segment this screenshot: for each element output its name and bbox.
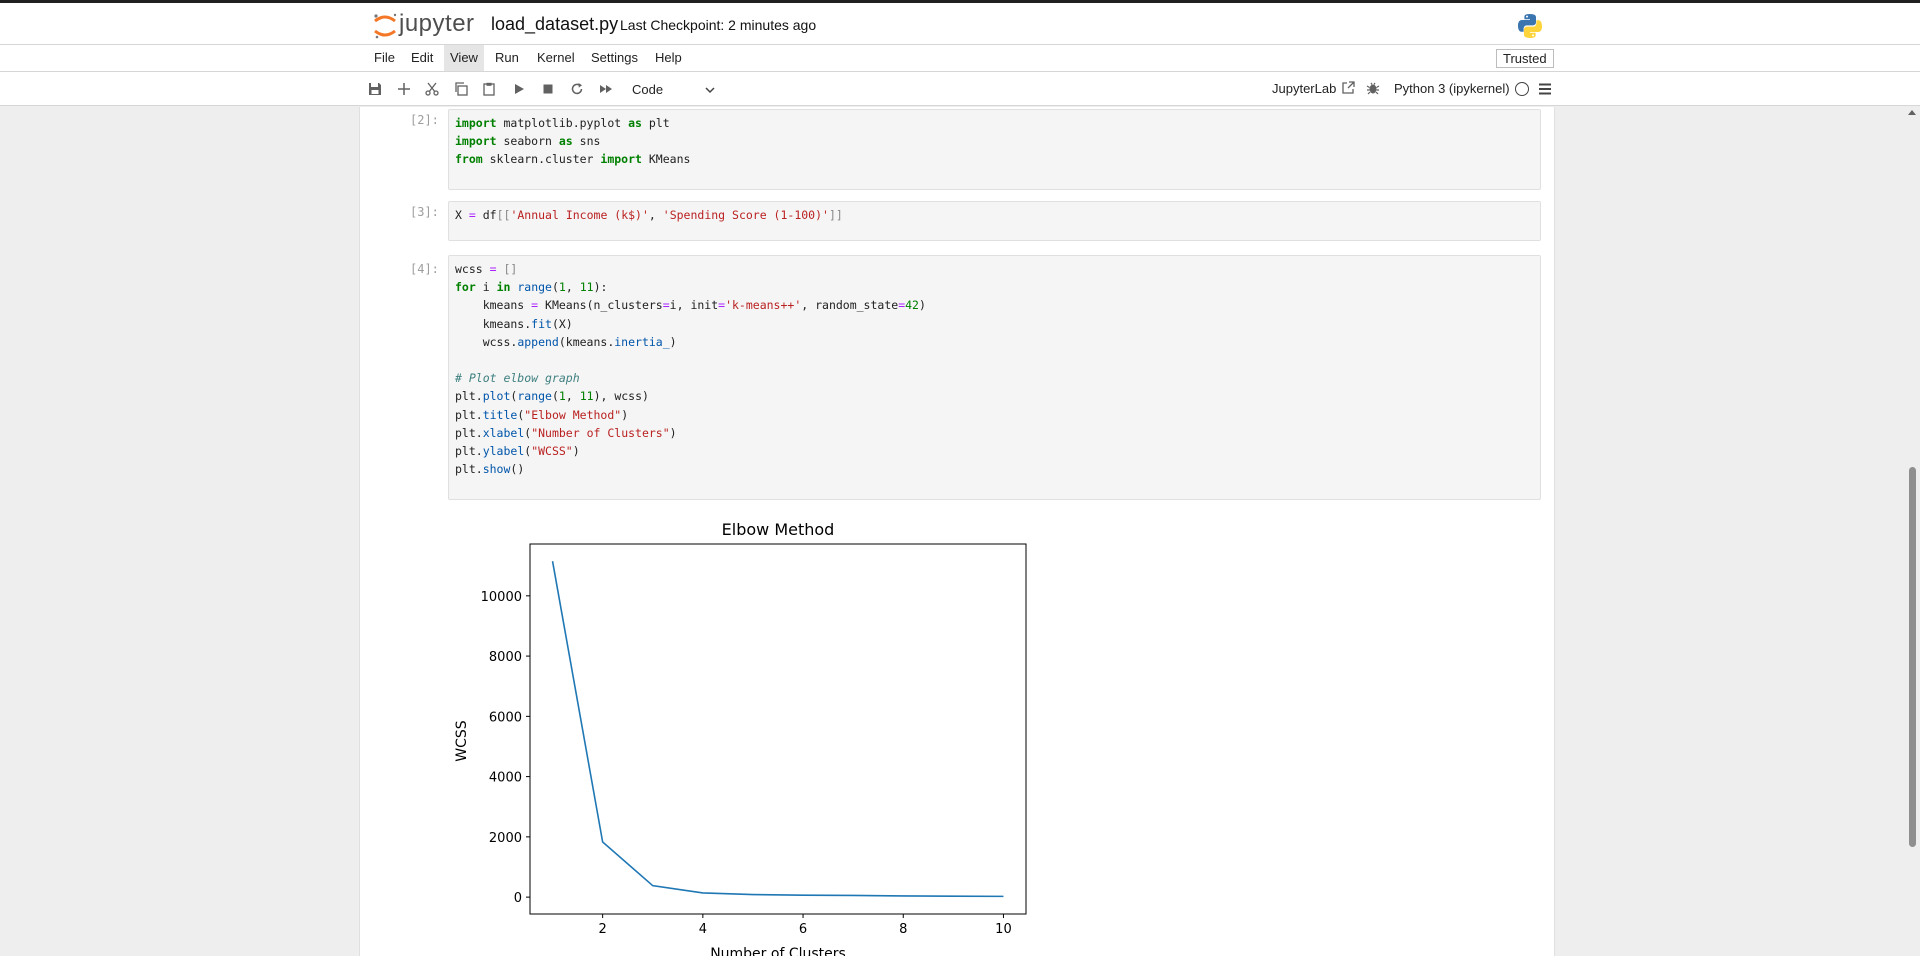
y-tick-label: 10000 (481, 590, 522, 605)
code-line: # Plot elbow graph (455, 371, 580, 386)
chart-xlabel: Number of Clusters (710, 946, 846, 956)
menu-file[interactable]: File (374, 50, 395, 65)
chevron-down-icon (705, 87, 715, 94)
x-tick-label: 6 (799, 922, 807, 937)
notebook-area: [2]: import matplotlib.pyplot as plt imp… (0, 107, 1920, 956)
notebook-toolbar: Code JupyterLab Python 3 (ipykernel) (0, 72, 1920, 106)
menu-run[interactable]: Run (495, 50, 519, 65)
jupyter-logo-icon[interactable] (370, 11, 400, 41)
vertical-scrollbar[interactable] (1905, 107, 1920, 956)
code-cell-features[interactable]: X = df[['Annual Income (k$)', 'Spending … (448, 201, 1541, 241)
restart-icon[interactable] (569, 81, 585, 97)
code-line: import seaborn as sns (455, 134, 601, 149)
chart-title: Elbow Method (722, 520, 835, 539)
cut-icon[interactable] (424, 81, 440, 97)
x-tick-label: 10 (995, 922, 1012, 937)
code-line: kmeans.fit(X) (455, 316, 573, 331)
y-tick-label: 4000 (489, 771, 522, 786)
fast-forward-icon[interactable] (598, 81, 614, 97)
scrollbar-thumb[interactable] (1909, 467, 1916, 847)
code-line (455, 351, 1534, 369)
elbow-chart: Elbow Method Number of Clusters WCSS 2 4 6… (454, 520, 1027, 956)
top-bar: jupyter load_dataset.py Last Checkpoint:… (0, 0, 1920, 45)
code-line: kmeans = KMeans(n_clusters=i, init='k-me… (455, 298, 926, 313)
cell-type-select[interactable]: Code (632, 80, 720, 100)
notebook-panel: [2]: import matplotlib.pyplot as plt imp… (359, 107, 1555, 956)
code-line: import matplotlib.pyplot as plt (455, 116, 670, 130)
code-line: from sklearn.cluster import KMeans (455, 152, 691, 167)
kernel-status-icon (1515, 82, 1529, 96)
code-line: wcss.append(kmeans.inertia_) (455, 334, 677, 349)
code-line: plt.show() (455, 462, 525, 477)
menu-settings[interactable]: Settings (591, 50, 638, 65)
run-icon[interactable] (511, 81, 527, 97)
code-line: for i in range(1, 11): (455, 280, 608, 295)
code-line: plt.title("Elbow Method") (455, 407, 629, 422)
menu-view[interactable]: View (444, 45, 484, 71)
python-logo-icon (1518, 14, 1542, 38)
kernel-name[interactable]: Python 3 (ipykernel) (1394, 81, 1510, 96)
stop-icon[interactable] (540, 81, 556, 97)
code-line: X = df[['Annual Income (k$)', 'Spending … (455, 208, 843, 222)
y-tick-label: 2000 (489, 831, 522, 846)
y-tick-label: 0 (514, 891, 522, 906)
cell-type-value: Code (632, 82, 664, 97)
menu-kernel[interactable]: Kernel (537, 50, 575, 65)
y-tick-label: 6000 (489, 710, 522, 725)
scroll-up-arrow-icon[interactable] (1908, 110, 1916, 115)
code-line: plt.ylabel("WCSS") (455, 443, 580, 458)
cell-output-chart: Elbow Method Number of Clusters WCSS 2 4 6… (448, 509, 1048, 956)
series-line (551, 561, 1004, 898)
cell-prompt: [4]: (410, 262, 439, 276)
external-link-icon[interactable] (1341, 81, 1355, 95)
menu-bar: File Edit View Run Kernel Settings Help … (0, 45, 1920, 72)
copy-icon[interactable] (453, 81, 469, 97)
jupyterlab-link[interactable]: JupyterLab (1272, 81, 1337, 96)
x-tick-label: 4 (699, 922, 707, 937)
menu-help[interactable]: Help (655, 50, 682, 65)
chart-plot-area: 2 4 6 8 10 0 2000 4000 6000 8000 10000 (481, 561, 1012, 937)
cell-prompt: [2]: (410, 113, 439, 127)
cell-prompt: [3]: (410, 205, 439, 219)
chart-frame (529, 543, 1027, 915)
checkpoint-status: Last Checkpoint: 2 minutes ago (620, 17, 817, 33)
code-cell-imports[interactable]: import matplotlib.pyplot as plt import s… (448, 109, 1541, 190)
add-cell-icon[interactable] (396, 81, 412, 97)
y-tick-label: 8000 (489, 650, 522, 665)
x-tick-label: 2 (599, 922, 607, 937)
chart-ylabel: WCSS (454, 720, 470, 762)
code-cell-elbow[interactable]: wcss = [] for i in range(1, 11): kmeans … (448, 255, 1541, 500)
x-tick-label: 8 (899, 922, 907, 937)
save-icon[interactable] (367, 81, 383, 97)
jupyter-wordmark[interactable]: jupyter (399, 10, 475, 37)
code-line: wcss = [] (455, 262, 518, 276)
trusted-badge[interactable]: Trusted (1496, 49, 1554, 68)
notebook-title[interactable]: load_dataset.py (491, 14, 619, 34)
code-line: plt.plot(range(1, 11), wcss) (455, 389, 649, 404)
hamburger-menu-icon[interactable] (1538, 82, 1552, 96)
paste-icon[interactable] (481, 81, 497, 97)
code-line: plt.xlabel("Number of Clusters") (455, 425, 677, 440)
debugger-icon[interactable] (1366, 81, 1380, 95)
menu-edit[interactable]: Edit (411, 50, 434, 65)
